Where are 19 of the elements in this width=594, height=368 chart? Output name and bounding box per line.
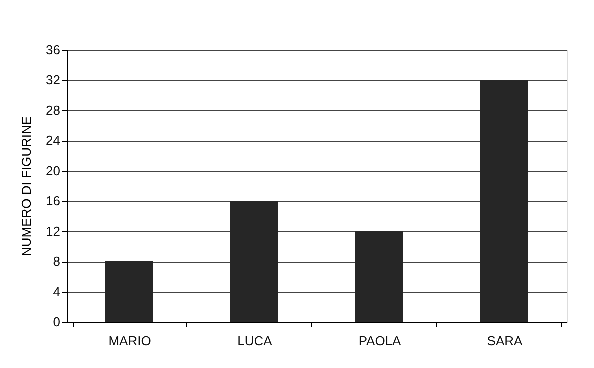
x-tick-label: SARA bbox=[487, 334, 524, 348]
bar bbox=[356, 231, 404, 322]
y-tick-label: 8 bbox=[53, 254, 60, 270]
y-tick-label: 32 bbox=[46, 72, 60, 88]
x-tick-label: PAOLA bbox=[358, 334, 402, 348]
y-tick-label: 24 bbox=[46, 133, 60, 148]
y-tick-label: 36 bbox=[46, 42, 60, 58]
bar bbox=[480, 80, 528, 322]
y-axis-title: NUMERO DI FIGURINE bbox=[19, 116, 34, 257]
y-tick-label: 4 bbox=[53, 284, 60, 300]
y-tick-label: 0 bbox=[53, 314, 60, 330]
x-tick-label: LUCA bbox=[238, 334, 273, 348]
y-tick-label: 28 bbox=[46, 102, 60, 118]
bar bbox=[230, 201, 278, 322]
y-tick-label: 20 bbox=[46, 163, 60, 178]
y-tick-label: 12 bbox=[46, 224, 60, 239]
x-tick-label: MARIO bbox=[108, 334, 152, 348]
y-tick-label: 16 bbox=[46, 194, 60, 209]
bar bbox=[106, 262, 154, 322]
